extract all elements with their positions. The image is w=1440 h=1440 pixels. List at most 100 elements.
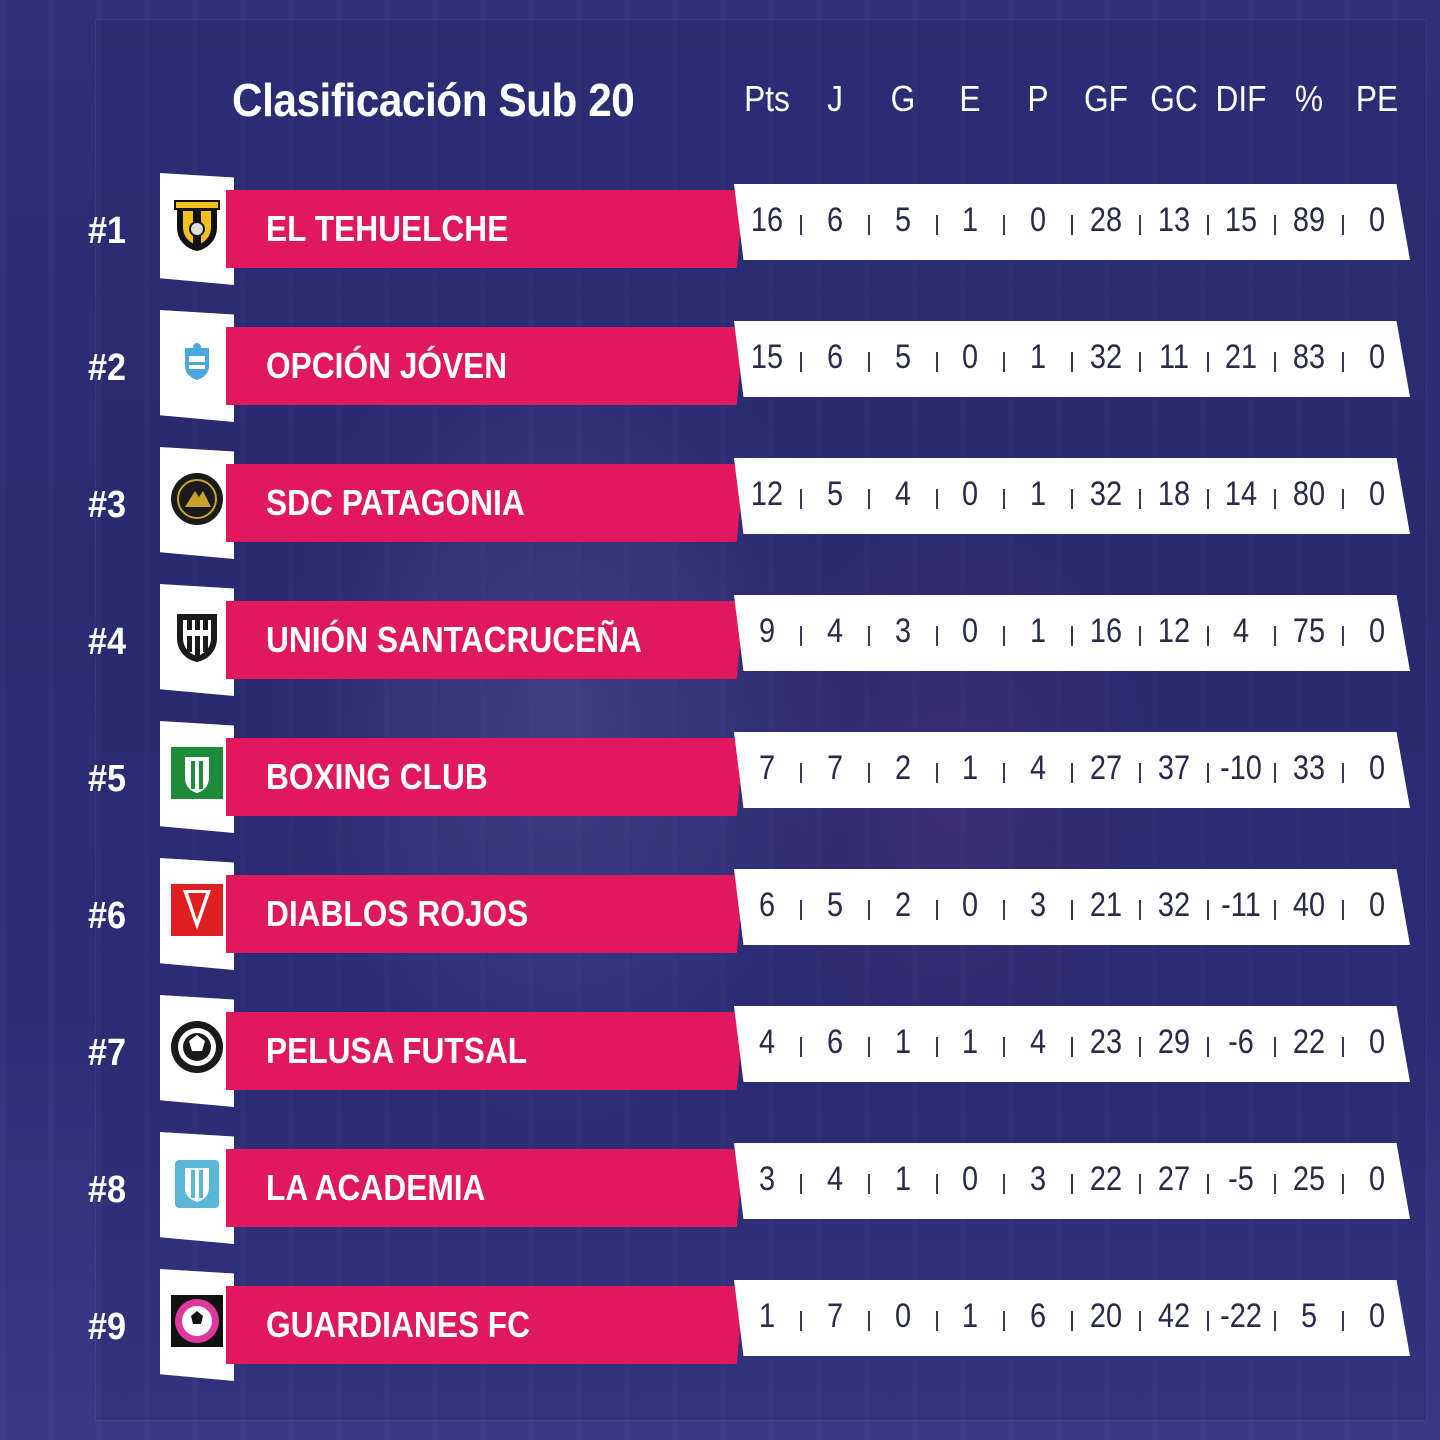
stat-p: 3 bbox=[1029, 1160, 1047, 1198]
stats-bar: 6 5 2 0 3 21 32 -11 40 0 bbox=[734, 869, 1410, 945]
team-name-bar: LA ACADEMIA bbox=[226, 1149, 744, 1227]
rank-label: #1 bbox=[88, 210, 127, 252]
stat-separator bbox=[1071, 1037, 1073, 1057]
stat-separator bbox=[1274, 1311, 1276, 1331]
stat-separator bbox=[868, 489, 870, 509]
stat-pct: 25 bbox=[1292, 1160, 1326, 1198]
stat-separator bbox=[800, 763, 802, 783]
stat-gf: 28 bbox=[1089, 201, 1123, 239]
stat-separator bbox=[935, 626, 938, 646]
stat-gc: 42 bbox=[1157, 1297, 1191, 1335]
column-header: GC bbox=[1150, 78, 1198, 119]
stat-separator bbox=[1071, 489, 1073, 509]
stats-bar: 7 7 2 1 4 27 37 -10 33 0 bbox=[734, 732, 1410, 808]
stat-p: 1 bbox=[1029, 338, 1047, 376]
stat-dif: 4 bbox=[1232, 612, 1250, 650]
stat-pts: 6 bbox=[758, 886, 776, 924]
stat-pe: 0 bbox=[1368, 338, 1386, 376]
stat-j: 4 bbox=[826, 1160, 844, 1198]
stat-gf: 22 bbox=[1089, 1160, 1123, 1198]
stat-e: 1 bbox=[961, 1297, 979, 1335]
stat-gc: 32 bbox=[1157, 886, 1191, 924]
stat-pct: 83 bbox=[1292, 338, 1326, 376]
stat-gc: 13 bbox=[1157, 201, 1191, 239]
team-name: GUARDIANES FC bbox=[266, 1304, 531, 1345]
stat-pts: 12 bbox=[750, 475, 784, 513]
stat-separator bbox=[1139, 1174, 1141, 1194]
column-header: PE bbox=[1355, 78, 1399, 119]
team-logo bbox=[160, 1132, 234, 1244]
stat-separator bbox=[935, 1174, 938, 1194]
stat-separator bbox=[1071, 763, 1073, 783]
guardianes-fc-crest-icon bbox=[171, 1295, 223, 1347]
stat-dif: 21 bbox=[1224, 338, 1258, 376]
column-header: Pts bbox=[744, 78, 790, 119]
stat-separator bbox=[1003, 489, 1005, 509]
team-name: BOXING CLUB bbox=[266, 756, 488, 797]
stat-pts: 4 bbox=[758, 1023, 776, 1061]
stat-separator bbox=[1139, 626, 1141, 646]
team-name-bar: UNIÓN SANTACRUCEÑA bbox=[226, 601, 744, 679]
rank-label: #7 bbox=[88, 1032, 127, 1074]
stat-j: 5 bbox=[826, 886, 844, 924]
stat-pts: 9 bbox=[758, 612, 776, 650]
team-logo bbox=[160, 447, 234, 559]
stat-j: 7 bbox=[826, 1297, 844, 1335]
rank-label: #6 bbox=[88, 895, 127, 937]
stat-separator bbox=[1071, 1311, 1073, 1331]
stat-separator bbox=[1274, 763, 1276, 783]
column-header: G bbox=[890, 78, 916, 119]
stat-g: 2 bbox=[894, 749, 912, 787]
stat-separator bbox=[1003, 626, 1005, 646]
stat-e: 1 bbox=[961, 749, 979, 787]
stat-separator bbox=[868, 215, 870, 235]
stat-separator bbox=[1342, 1174, 1344, 1194]
team-name: LA ACADEMIA bbox=[266, 1167, 486, 1208]
stat-g: 0 bbox=[894, 1297, 912, 1335]
stat-separator bbox=[1206, 763, 1209, 783]
stat-e: 0 bbox=[961, 338, 979, 376]
stat-p: 4 bbox=[1029, 1023, 1047, 1061]
stat-separator bbox=[1206, 1174, 1209, 1194]
team-name-bar: PELUSA FUTSAL bbox=[226, 1012, 744, 1090]
stat-separator bbox=[1139, 352, 1141, 372]
stat-separator bbox=[1342, 900, 1344, 920]
stat-separator bbox=[800, 1311, 802, 1331]
stat-separator bbox=[800, 215, 802, 235]
stat-pts: 15 bbox=[750, 338, 784, 376]
stat-pts: 1 bbox=[758, 1297, 776, 1335]
team-name: UNIÓN SANTACRUCEÑA bbox=[266, 619, 643, 660]
stat-separator bbox=[868, 1174, 870, 1194]
rank-label: #4 bbox=[88, 621, 127, 663]
stat-j: 6 bbox=[826, 338, 844, 376]
stat-separator bbox=[1003, 763, 1005, 783]
rank-label: #9 bbox=[88, 1306, 127, 1348]
stat-j: 5 bbox=[826, 475, 844, 513]
stat-gc: 18 bbox=[1157, 475, 1191, 513]
stat-separator bbox=[868, 626, 870, 646]
stat-separator bbox=[1071, 626, 1073, 646]
stat-g: 1 bbox=[894, 1023, 912, 1061]
stat-separator bbox=[1274, 626, 1276, 646]
team-logo bbox=[160, 1269, 234, 1381]
stat-separator bbox=[1274, 352, 1276, 372]
column-header: GF bbox=[1084, 78, 1128, 119]
stat-j: 4 bbox=[826, 612, 844, 650]
stat-separator bbox=[800, 489, 802, 509]
stat-g: 1 bbox=[894, 1160, 912, 1198]
stat-pts: 16 bbox=[750, 201, 784, 239]
team-logo bbox=[160, 584, 234, 696]
stat-separator bbox=[1071, 1174, 1073, 1194]
stat-e: 0 bbox=[961, 612, 979, 650]
stat-pe: 0 bbox=[1368, 475, 1386, 513]
stat-dif: -22 bbox=[1220, 1297, 1262, 1335]
stat-separator bbox=[1342, 1311, 1344, 1331]
stats-bar: 12 5 4 0 1 32 18 14 80 0 bbox=[734, 458, 1410, 534]
stat-p: 1 bbox=[1029, 475, 1047, 513]
stat-gc: 12 bbox=[1157, 612, 1191, 650]
stat-dif: 14 bbox=[1224, 475, 1258, 513]
column-header: % bbox=[1294, 78, 1324, 119]
stat-gc: 29 bbox=[1157, 1023, 1191, 1061]
stat-pe: 0 bbox=[1368, 612, 1386, 650]
